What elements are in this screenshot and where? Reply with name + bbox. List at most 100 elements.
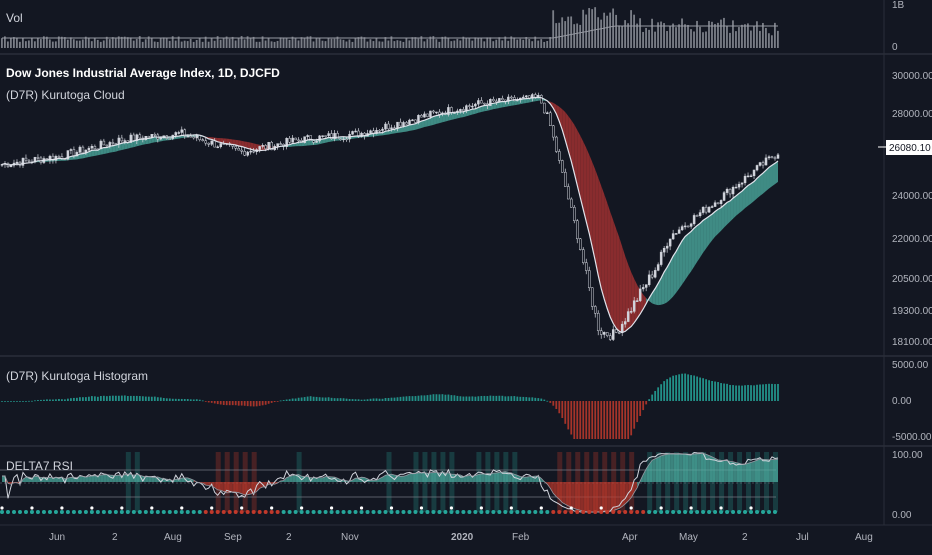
rsi-signal-dot [563, 510, 567, 514]
histogram-bar [741, 386, 743, 401]
candle-body [298, 140, 300, 141]
rsi-fill-segment [571, 482, 574, 509]
rsi-fill-segment [667, 454, 670, 482]
candle-body [402, 122, 404, 126]
volume-bar [441, 37, 443, 48]
rsi-fill-segment [607, 482, 610, 512]
volume-bar [82, 39, 84, 48]
histogram-bar [600, 401, 602, 439]
candle-body [708, 207, 710, 212]
candle-body [322, 136, 324, 137]
volume-bar [1, 38, 3, 48]
candle-body [633, 301, 635, 312]
rsi-signal-dot [138, 510, 142, 514]
time-axis-label: Apr [622, 532, 638, 543]
rsi-signal-dot [581, 510, 585, 514]
rsi-signal-dot [545, 510, 549, 514]
cloud-segment [607, 203, 610, 317]
histogram-axis-tick-zero: 0.00 [892, 396, 912, 407]
rsi-signal-dot [653, 510, 657, 514]
rsi-signal-dot [96, 510, 100, 514]
candle-body [459, 109, 461, 111]
histogram-bar [169, 398, 171, 401]
symbol-title[interactable]: Dow Jones Industrial Average Index, 1D, … [6, 66, 280, 80]
candle-body [325, 136, 327, 137]
time-axis[interactable]: Jun 2 Aug Sep 2 Nov 2020 Feb Apr May 2 J… [49, 532, 873, 543]
delta7-rsi-label[interactable]: DELTA7 RSI [6, 459, 73, 473]
rsi-cross-dot [90, 506, 93, 509]
histogram-bar [166, 398, 168, 401]
candle-body [121, 138, 123, 141]
cloud-segment [739, 191, 742, 213]
volume-bar [489, 37, 491, 48]
volume-bar [313, 41, 315, 48]
candle-body [438, 112, 440, 114]
rsi-signal-dot [677, 510, 681, 514]
rsi-fill-segment [242, 482, 245, 495]
histogram-bar [142, 396, 144, 401]
rsi-signal-dot [330, 510, 334, 514]
candle-body [657, 265, 659, 271]
rsi-signal-dot [557, 510, 561, 514]
volume-bar [651, 19, 653, 48]
time-axis-label: Aug [164, 532, 182, 543]
candle-body [148, 136, 150, 137]
volume-bar [606, 16, 608, 48]
histogram-bar [424, 395, 426, 401]
volume-bar [52, 42, 54, 48]
candle-body [355, 131, 357, 132]
histogram-bar [19, 401, 21, 402]
kurutoga-cloud-label[interactable]: (D7R) Kurutoga Cloud [6, 88, 125, 102]
rsi-fill-segment [691, 454, 694, 482]
histogram-bar [409, 396, 411, 401]
candle-body [399, 122, 401, 126]
histogram-bar [109, 396, 111, 401]
histogram-bar [400, 397, 402, 401]
histogram-bar [244, 401, 246, 406]
rsi-fill-segment [595, 482, 598, 512]
volume-bar [268, 37, 270, 48]
rsi-signal-dot [491, 510, 495, 514]
histogram-bar [477, 396, 479, 401]
rsi-signal-dot [647, 510, 651, 514]
rsi-fill-segment [104, 475, 107, 482]
histogram-bar [40, 400, 42, 401]
volume-bar [301, 37, 303, 48]
volume-bar [774, 23, 776, 48]
volume-bar [349, 39, 351, 48]
candle-body [390, 128, 392, 129]
cloud-segment [745, 185, 748, 208]
histogram-bar [519, 397, 521, 401]
volume-bar [31, 38, 33, 48]
rsi-fill-segment [146, 477, 149, 482]
histogram-bar [76, 398, 78, 401]
histogram-bar [121, 396, 123, 401]
volume-bar [25, 41, 27, 48]
volume-bar [163, 37, 165, 48]
rsi-fill-segment [748, 462, 751, 482]
volume-bar [564, 21, 566, 48]
rsi-fill-segment [664, 454, 667, 482]
histogram-bar [55, 399, 57, 401]
volume-bar [151, 38, 153, 48]
candle-body [385, 124, 387, 129]
histogram-bar [79, 397, 81, 401]
rsi-cross-dot [210, 506, 213, 509]
volume-bar [756, 21, 758, 48]
volume-bar [528, 39, 530, 48]
rsi-fill-segment [499, 472, 502, 482]
rsi-cross-dot [540, 506, 543, 509]
histogram-bar [100, 396, 102, 401]
histogram-bar [304, 397, 306, 401]
histogram-bar [307, 397, 309, 401]
cloud-segment [586, 148, 589, 233]
rsi-signal-dot [683, 510, 687, 514]
candle-body [82, 147, 84, 153]
volume-bar [229, 39, 231, 48]
candle-body [265, 145, 267, 148]
histogram-bar [759, 384, 761, 401]
kurutoga-histogram-label[interactable]: (D7R) Kurutoga Histogram [6, 369, 148, 383]
candle-body [663, 248, 665, 252]
